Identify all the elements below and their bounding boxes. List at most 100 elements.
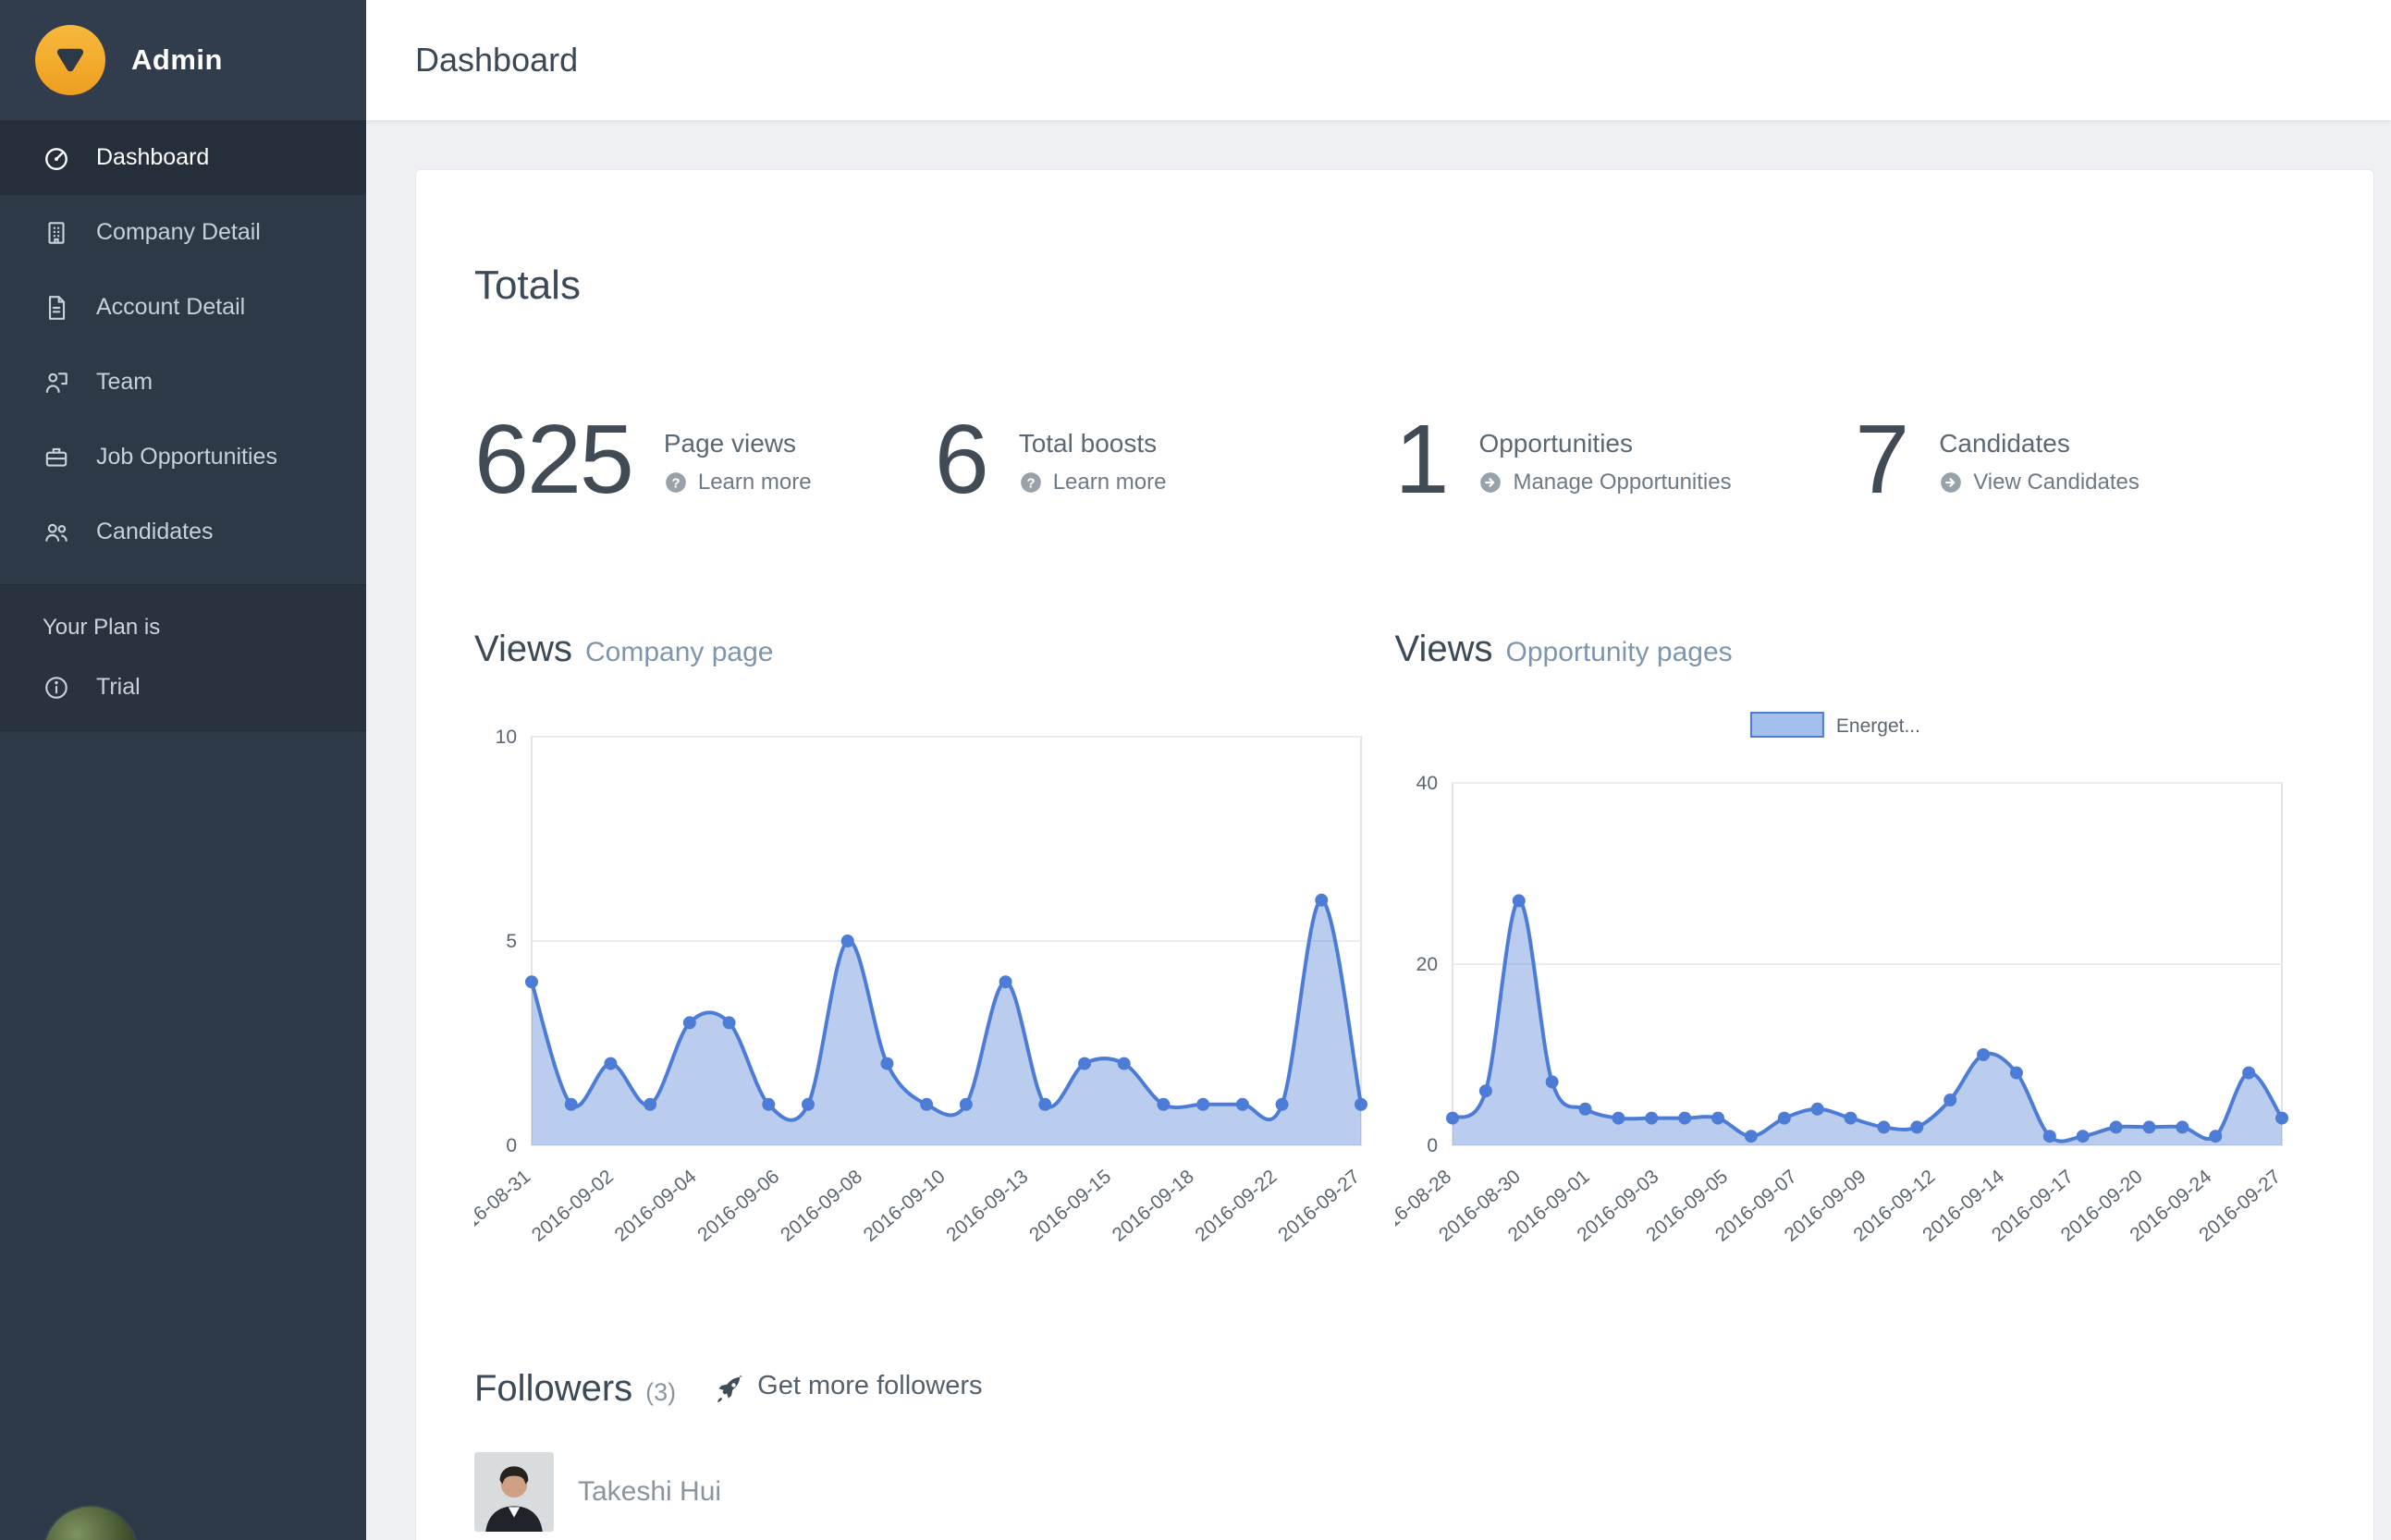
sidebar-item-label: Account Detail <box>96 294 246 320</box>
sidebar-item-label: Company Detail <box>96 219 261 245</box>
stat-link-label: View Candidates <box>1973 470 2140 495</box>
brand: Admin <box>0 0 366 120</box>
svg-text:40: 40 <box>1416 773 1437 794</box>
svg-text:10: 10 <box>496 727 517 748</box>
sidebar-item-company-detail[interactable]: Company Detail <box>0 195 366 270</box>
sidebar-item-account-detail[interactable]: Account Detail <box>0 270 366 345</box>
stat-label: Opportunities <box>1478 429 1633 458</box>
tachometer-icon <box>45 147 67 170</box>
charts-row: Views Company page 0 5 10 2016-08-31 2016-09-… <box>474 629 2315 1289</box>
main-area: Dashboard Totals 625 Page views ? <box>366 0 2391 1540</box>
opportunity-pages-views-section: Views Opportunity pages 0 20 40 2016-08-28 20… <box>1395 629 2316 1289</box>
chart-subtitle-link[interactable]: Company page <box>584 637 774 667</box>
sidebar-item-label: Job Opportunities <box>96 444 277 470</box>
rocket-icon <box>717 1375 742 1402</box>
app-logo <box>35 25 105 95</box>
sidebar-item-team[interactable]: Team <box>0 345 366 420</box>
svg-text:2016-09-10: 2016-09-10 <box>860 1166 950 1246</box>
svg-text:5: 5 <box>506 931 517 952</box>
stat-link-label: Learn more <box>1052 470 1167 495</box>
svg-text:20: 20 <box>1416 954 1437 975</box>
sidebar-item-candidates[interactable]: Candidates <box>0 495 366 569</box>
building-icon <box>48 221 65 244</box>
chart-title: Views <box>1394 629 1493 669</box>
user-avatar[interactable] <box>43 1505 139 1540</box>
stat-opportunities: 1 Opportunities Manage Opportunities <box>1395 410 1856 508</box>
svg-text:2016-09-27: 2016-09-27 <box>1274 1166 1364 1246</box>
svg-text:Energet...: Energet... <box>1835 715 1919 737</box>
opportunity-pages-views-chart: 020402016-08-282016-08-302016-09-012016-… <box>1395 712 2288 1246</box>
svg-text:0: 0 <box>1427 1135 1438 1156</box>
sidebar-nav: Dashboard Company Detail Account Detail <box>0 120 366 569</box>
get-more-followers-link[interactable]: Get more followers <box>715 1370 983 1402</box>
svg-text:2016-09-06: 2016-09-06 <box>693 1166 783 1246</box>
plan-label: Your Plan is <box>43 615 161 640</box>
svg-text:?: ? <box>1026 475 1035 491</box>
svg-text:2016-09-13: 2016-09-13 <box>942 1166 1032 1246</box>
briefcase-icon <box>45 447 67 467</box>
arrow-circle-right-icon <box>1480 472 1502 493</box>
info-circle-icon <box>45 676 67 699</box>
stat-value: 625 <box>474 405 634 514</box>
chart-subtitle-link[interactable]: Opportunity pages <box>1505 637 1733 667</box>
logo-triangle-icon <box>56 48 84 72</box>
sidebar-item-trial[interactable]: Trial <box>0 650 366 725</box>
totals-stats: 625 Page views ? Learn more <box>474 410 2315 508</box>
svg-text:2016-09-02: 2016-09-02 <box>528 1166 618 1246</box>
arrow-circle-right-icon <box>1941 472 1962 493</box>
followers-section: Followers (3) Get more followers <box>474 1368 2315 1532</box>
stat-label: Total boosts <box>1018 429 1158 458</box>
brand-name: Admin <box>131 43 223 76</box>
follower-avatar <box>474 1452 554 1532</box>
svg-text:2016-09-15: 2016-09-15 <box>1025 1166 1115 1246</box>
sidebar-item-dashboard[interactable]: Dashboard <box>0 120 366 195</box>
sidebar-item-label: Candidates <box>96 519 214 544</box>
chart-heading: Views Company page <box>474 629 1395 670</box>
sidebar-item-label: Team <box>96 369 153 395</box>
dashboard-card: Totals 625 Page views ? Learn more <box>415 169 2374 1540</box>
sidebar-item-label: Dashboard <box>96 144 210 170</box>
followers-cta-label: Get more followers <box>757 1370 983 1400</box>
follower-list-item[interactable]: Takeshi Hui <box>474 1452 2315 1532</box>
users-icon <box>45 523 67 542</box>
svg-text:2016-09-18: 2016-09-18 <box>1109 1166 1198 1246</box>
svg-text:?: ? <box>671 475 680 491</box>
chart-title: Views <box>474 629 572 669</box>
view-candidates-link[interactable]: View Candidates <box>1939 470 2140 495</box>
company-page-views-chart: 05102016-08-312016-09-022016-09-042016-0… <box>474 727 1367 1246</box>
sidebar-item-job-opportunities[interactable]: Job Opportunities <box>0 420 366 495</box>
content: Totals 625 Page views ? Learn more <box>366 120 2391 1540</box>
stat-page-views: 625 Page views ? Learn more <box>474 410 935 508</box>
stat-link-label: Learn more <box>697 470 812 495</box>
totals-heading: Totals <box>474 263 581 308</box>
svg-text:0: 0 <box>506 1135 517 1156</box>
plan-value: Trial <box>96 674 141 700</box>
learn-more-link[interactable]: ? Learn more <box>664 470 812 495</box>
stat-label: Candidates <box>1939 429 2070 458</box>
svg-text:2016-08-31: 2016-08-31 <box>474 1166 534 1246</box>
stat-value: 7 <box>1855 405 1909 514</box>
company-page-views-section: Views Company page 0 5 10 2016-08-31 2016-09-… <box>474 629 1395 1289</box>
svg-text:2016-09-22: 2016-09-22 <box>1191 1166 1281 1246</box>
question-circle-icon: ? <box>1020 472 1041 493</box>
svg-text:2016-09-08: 2016-09-08 <box>777 1166 866 1246</box>
followers-heading: Followers <box>474 1368 633 1409</box>
stat-label: Page views <box>663 429 797 458</box>
stat-candidates: 7 Candidates View Candidates <box>1855 410 2315 508</box>
follower-name: Takeshi Hui <box>578 1476 722 1507</box>
page-title: Dashboard <box>415 41 579 79</box>
learn-more-link[interactable]: ? Learn more <box>1019 470 1167 495</box>
stat-value: 6 <box>934 405 989 514</box>
stat-value: 1 <box>1394 405 1450 514</box>
teacher-icon <box>45 372 67 393</box>
manage-opportunities-link[interactable]: Manage Opportunities <box>1478 470 1732 495</box>
question-circle-icon: ? <box>666 472 686 493</box>
file-icon <box>48 295 66 320</box>
stat-link-label: Manage Opportunities <box>1513 470 1732 495</box>
followers-count: (3) <box>645 1378 677 1406</box>
svg-text:2016-09-04: 2016-09-04 <box>611 1166 701 1246</box>
stat-total-boosts: 6 Total boosts ? Learn more <box>935 410 1395 508</box>
plan-section: Your Plan is Trial <box>0 584 366 731</box>
chart-heading: Views Opportunity pages <box>1395 629 2316 670</box>
